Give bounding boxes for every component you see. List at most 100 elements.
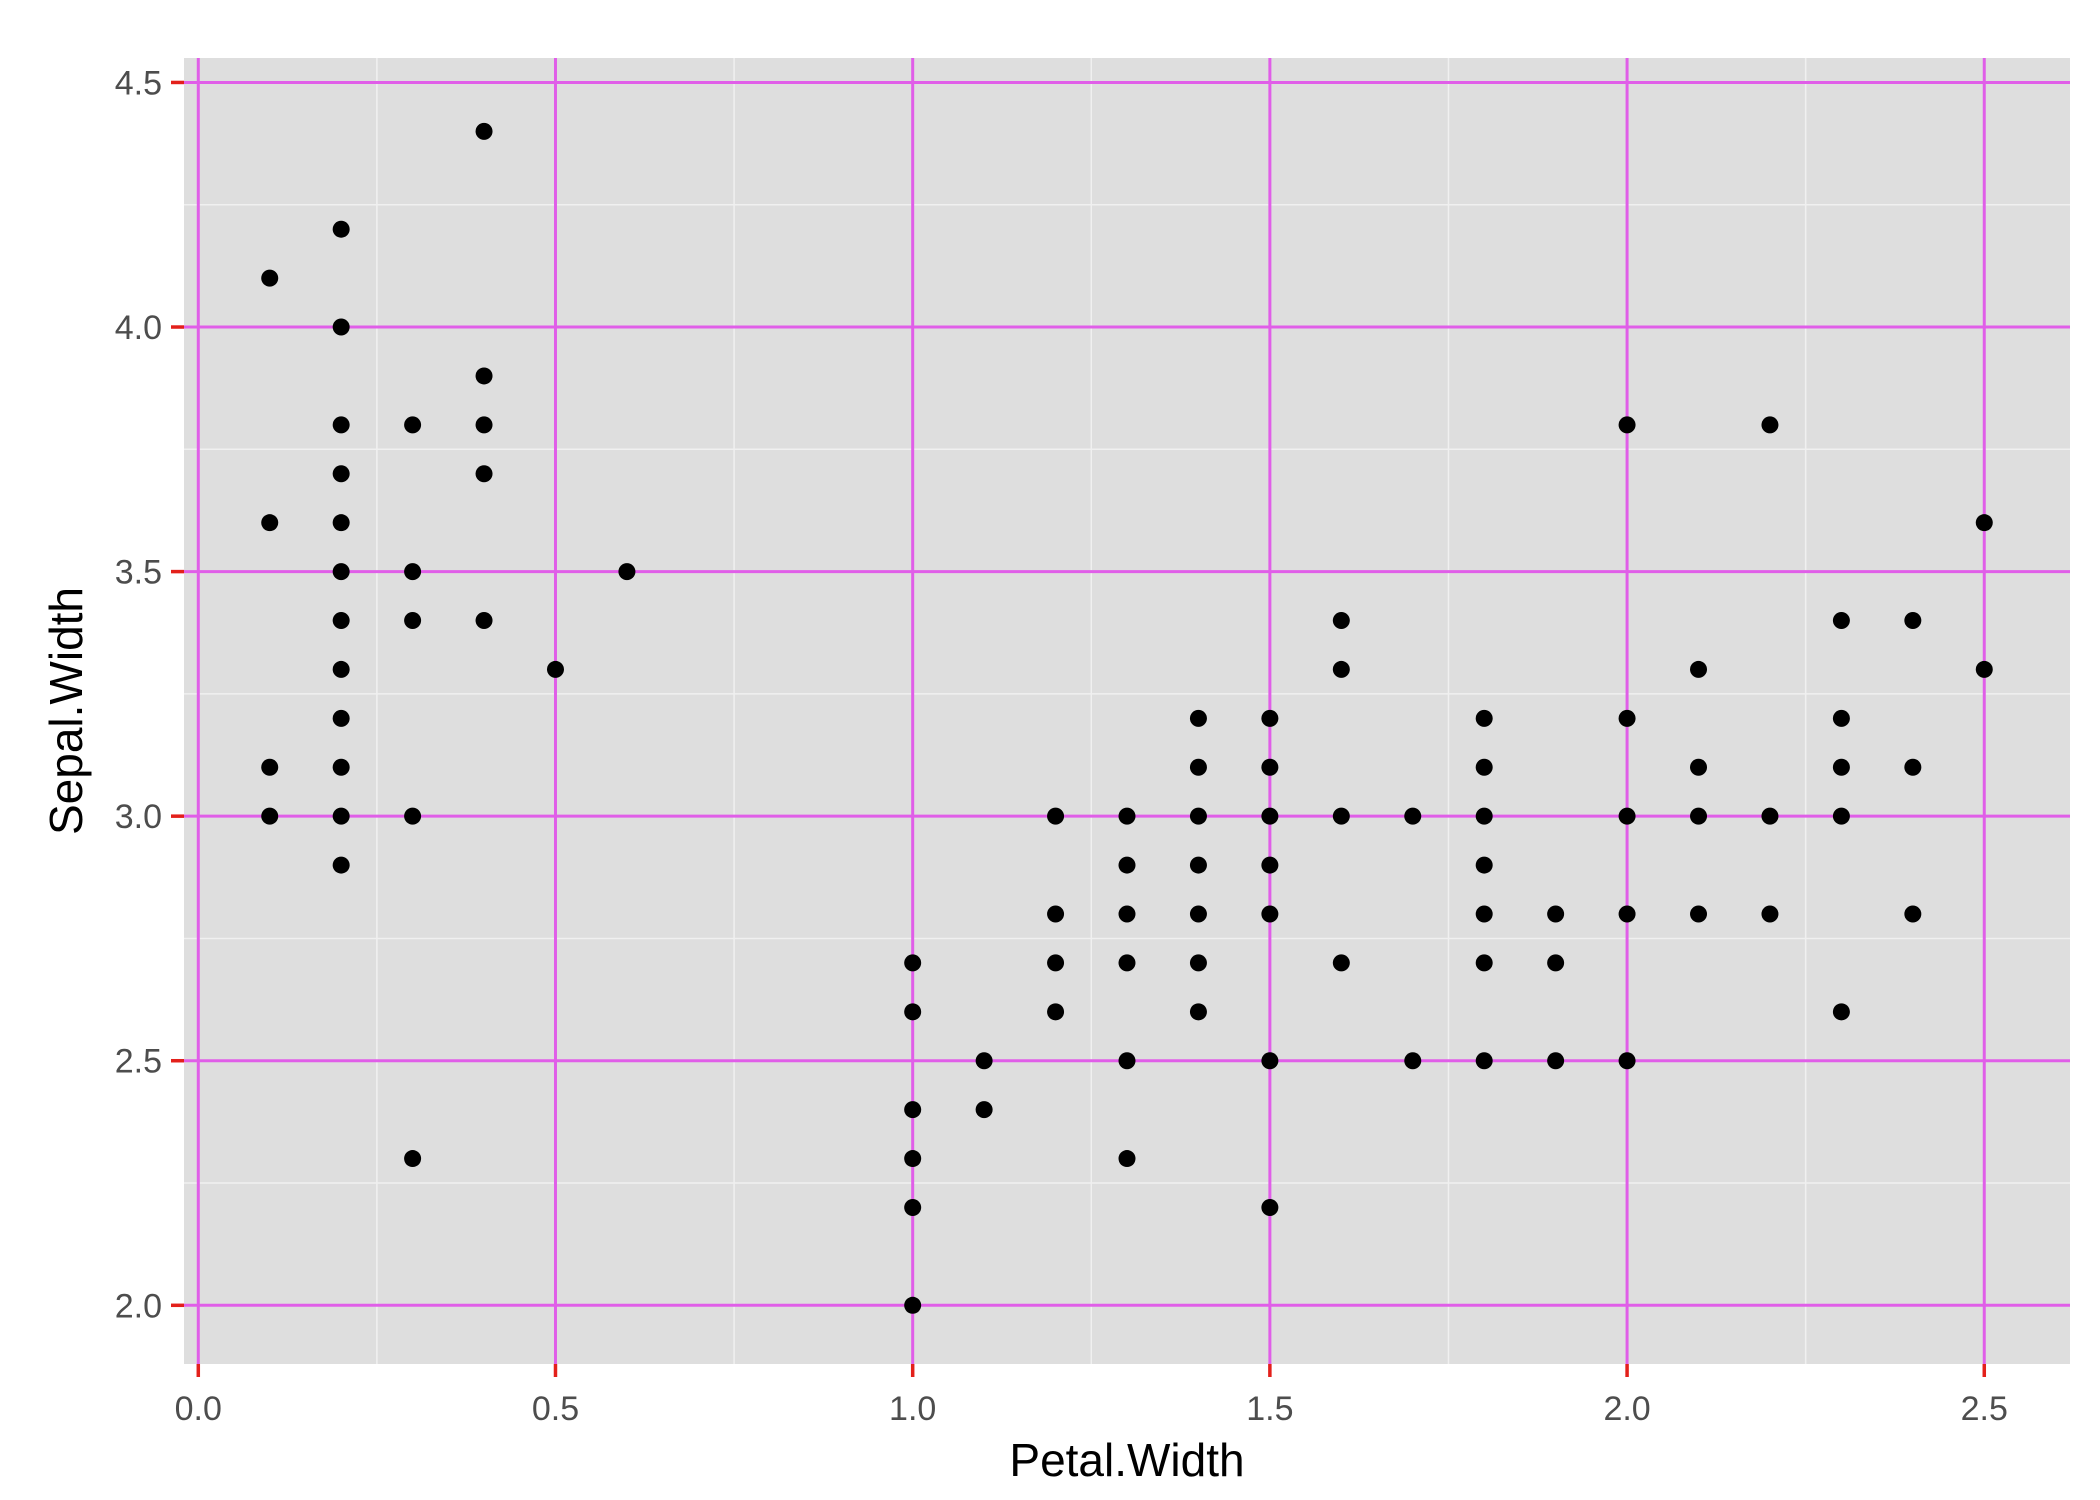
data-point [332,416,350,434]
data-point [1618,416,1636,434]
data-point [1118,1150,1136,1168]
y-tick-label: 4.5 [115,64,162,102]
data-point [1690,758,1708,776]
data-point [904,1198,922,1216]
data-point [332,758,350,776]
data-point [1618,709,1636,727]
x-tick-label: 2.0 [1603,1390,1650,1428]
data-point [1475,709,1493,727]
x-tick-label: 2.5 [1961,1390,2008,1428]
x-tick-label: 0.0 [175,1390,222,1428]
y-axis-title: Sepal.Width [40,587,92,835]
y-tick-label: 2.0 [115,1287,162,1325]
data-point [1118,905,1136,923]
data-point [904,1150,922,1168]
data-point [1332,807,1350,825]
data-point [1618,905,1636,923]
data-point [475,465,493,483]
data-point [1475,807,1493,825]
data-point [1832,807,1850,825]
data-point [546,660,564,678]
data-point [1261,758,1279,776]
data-point [904,1296,922,1314]
x-axis-title: Petal.Width [1009,1434,1244,1486]
data-point [1118,1052,1136,1070]
data-point [1189,807,1207,825]
data-point [332,514,350,532]
data-point [1618,1052,1636,1070]
data-point [1690,905,1708,923]
data-point [1690,660,1708,678]
data-point [404,807,422,825]
x-axis-ticks: 0.0 0.5 1.0 1.5 2.0 2.5 [175,1364,2008,1428]
data-point [475,367,493,385]
data-point [1332,660,1350,678]
data-point [1475,1052,1493,1070]
data-point [1189,709,1207,727]
data-point [1261,905,1279,923]
data-point [1832,1003,1850,1021]
data-point [404,563,422,581]
data-point [1261,1052,1279,1070]
data-point [975,1101,993,1119]
data-point [1047,954,1065,972]
data-point [1261,709,1279,727]
data-point [618,563,636,581]
data-point [332,660,350,678]
data-point [1975,514,1993,532]
data-point [1975,660,1993,678]
data-point [1332,612,1350,630]
data-point [904,1003,922,1021]
data-point [1189,954,1207,972]
x-tick-label: 1.5 [1246,1390,1293,1428]
data-point [261,269,279,287]
data-point [332,612,350,630]
data-point [332,318,350,336]
data-point [332,220,350,238]
data-point [1475,758,1493,776]
data-point [261,758,279,776]
data-point [1904,905,1922,923]
data-point [332,563,350,581]
data-point [475,612,493,630]
data-point [1189,905,1207,923]
y-axis-ticks: 2.0 2.5 3.0 3.5 4.0 4.5 [115,64,184,1325]
data-point [1261,856,1279,874]
data-point [1404,807,1422,825]
data-point [1690,807,1708,825]
data-point [1404,1052,1422,1070]
data-point [1332,954,1350,972]
y-tick-label: 3.0 [115,798,162,836]
data-point [1547,1052,1565,1070]
data-point [332,709,350,727]
data-point [904,954,922,972]
data-point [1475,905,1493,923]
data-point [1475,954,1493,972]
minor-grid [184,58,2070,1364]
data-point [1832,758,1850,776]
data-point [1189,758,1207,776]
data-point [404,1150,422,1168]
data-point [1904,612,1922,630]
data-point [1189,1003,1207,1021]
data-point [332,856,350,874]
data-point [332,807,350,825]
data-point [404,416,422,434]
data-point [1189,856,1207,874]
x-tick-label: 1.0 [889,1390,936,1428]
data-point [1475,856,1493,874]
data-point [1261,1198,1279,1216]
data-point [975,1052,993,1070]
data-point [261,514,279,532]
data-point [1118,807,1136,825]
y-tick-label: 3.5 [115,554,162,592]
data-point [1832,709,1850,727]
x-tick-label: 0.5 [532,1390,579,1428]
data-point [1761,807,1779,825]
data-point [261,807,279,825]
data-point [475,416,493,434]
data-point [1118,954,1136,972]
data-point [404,612,422,630]
data-point [1761,905,1779,923]
